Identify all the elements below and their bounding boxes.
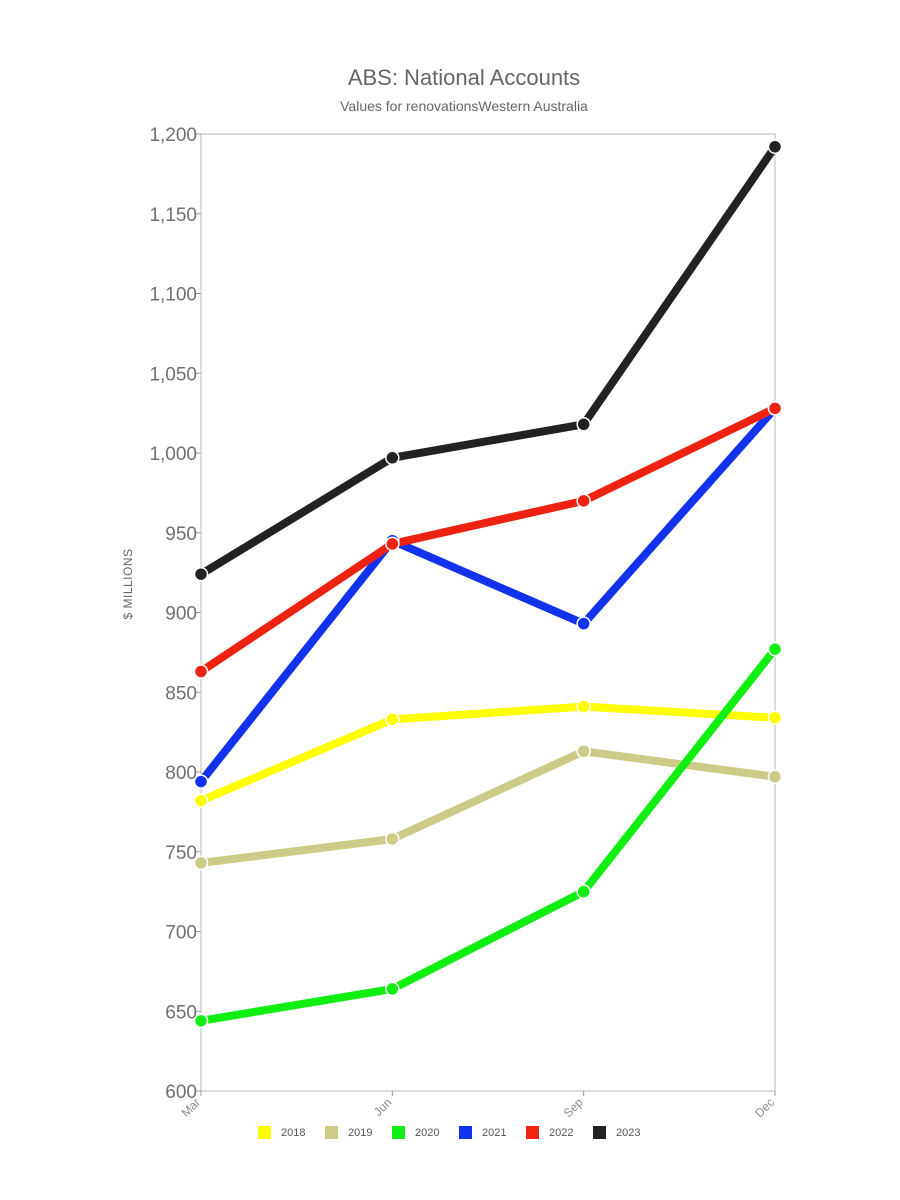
legend-swatch-2021[interactable] [459, 1126, 472, 1139]
data-point-2020-sep[interactable] [576, 884, 591, 899]
legend-label-2018[interactable]: 2018 [281, 1127, 305, 1139]
series-line-2023 [197, 142, 779, 579]
y-tick-label: 600 [165, 1082, 197, 1103]
y-tick-label: 1,000 [149, 444, 197, 465]
y-tick-label: 850 [165, 683, 197, 704]
legend-label-2019[interactable]: 2019 [348, 1127, 372, 1139]
chart-title: ABS: National Accounts [348, 65, 580, 90]
data-point-2023-mar[interactable] [193, 566, 209, 582]
chart-subtitle: Values for renovationsWestern Australia [340, 98, 588, 114]
legend-label-2022[interactable]: 2022 [549, 1127, 573, 1139]
x-tick-label: Dec [752, 1095, 777, 1120]
y-tick-label: 900 [165, 604, 197, 625]
data-point-2020-mar[interactable] [193, 1013, 209, 1029]
series-line-2022 [197, 404, 779, 676]
y-tick-label: 700 [165, 923, 197, 944]
legend-label-2023[interactable]: 2023 [616, 1127, 640, 1139]
data-point-2018-jun[interactable] [385, 712, 400, 727]
data-point-2019-dec[interactable] [767, 769, 783, 785]
y-tick-label: 1,200 [149, 125, 197, 146]
data-point-2022-mar[interactable] [193, 664, 209, 679]
series-line-2018 [197, 702, 779, 805]
legend-label-2021[interactable]: 2021 [482, 1127, 506, 1139]
data-point-2022-dec[interactable] [767, 401, 783, 416]
legend-swatch-2020[interactable] [392, 1126, 405, 1139]
data-point-2018-mar[interactable] [193, 793, 209, 808]
y-tick-label: 950 [165, 524, 197, 545]
legend-swatch-2018[interactable] [258, 1126, 271, 1139]
data-point-2023-sep[interactable] [576, 417, 591, 432]
data-point-2020-jun[interactable] [385, 981, 400, 997]
series-layer [193, 139, 783, 1029]
data-point-2023-dec[interactable] [767, 139, 783, 155]
legend-label-2020[interactable]: 2020 [415, 1127, 439, 1139]
data-point-2018-sep[interactable] [576, 699, 591, 714]
data-point-2019-jun[interactable] [385, 831, 400, 847]
y-axis-label: $ MILLIONS [121, 548, 135, 619]
legend-swatch-2023[interactable] [593, 1126, 606, 1139]
data-point-2021-sep[interactable] [576, 616, 591, 631]
data-point-2023-jun[interactable] [385, 450, 400, 466]
series-line-2021 [197, 404, 779, 786]
y-tick-label: 1,100 [149, 285, 197, 306]
x-axis: Mar Jun Sep Dec [179, 1091, 777, 1120]
legend: 2018 2019 2020 2021 2022 2023 [258, 1126, 640, 1139]
y-axis: 600 650 700 750 800 850 900 950 1,000 1,050 1,100 1… [149, 125, 201, 1103]
data-point-2022-sep[interactable] [576, 493, 591, 509]
y-tick-label: 650 [165, 1002, 197, 1023]
y-tick-label: 1,050 [149, 364, 197, 385]
data-point-2022-jun[interactable] [385, 536, 400, 552]
y-tick-label: 750 [165, 843, 197, 864]
data-point-2019-mar[interactable] [193, 855, 209, 871]
data-point-2020-dec[interactable] [767, 641, 783, 657]
legend-swatch-2019[interactable] [325, 1126, 338, 1139]
series-line-2020 [197, 645, 779, 1025]
data-point-2018-dec[interactable] [767, 710, 783, 726]
legend-swatch-2022[interactable] [526, 1126, 539, 1139]
y-tick-label: 1,150 [149, 205, 197, 226]
data-point-2019-sep[interactable] [576, 744, 591, 759]
data-point-2021-mar[interactable] [193, 774, 209, 789]
x-tick-label: Jun [371, 1095, 395, 1119]
y-tick-label: 800 [165, 763, 197, 784]
x-tick-label: Sep [561, 1095, 586, 1120]
